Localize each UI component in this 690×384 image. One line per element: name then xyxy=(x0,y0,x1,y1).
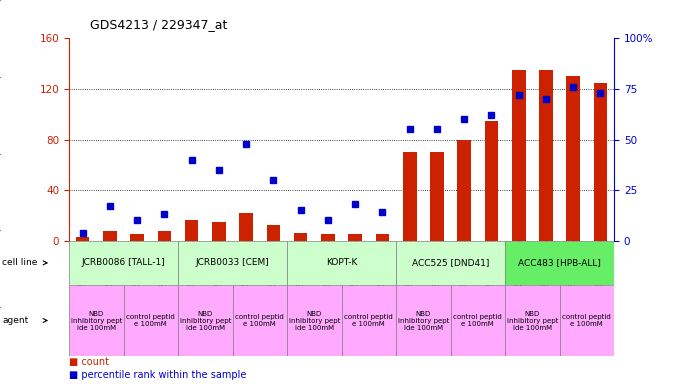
Bar xyxy=(130,234,144,241)
Text: KOPT-K: KOPT-K xyxy=(326,258,357,267)
Bar xyxy=(348,234,362,241)
Text: ■ count: ■ count xyxy=(69,357,109,367)
Bar xyxy=(375,234,389,241)
Bar xyxy=(287,241,396,285)
Bar xyxy=(69,285,124,356)
Bar xyxy=(396,241,505,285)
Bar xyxy=(239,213,253,241)
Text: JCRB0033 [CEM]: JCRB0033 [CEM] xyxy=(196,258,269,267)
Bar xyxy=(178,285,233,356)
Bar xyxy=(233,285,287,356)
Bar xyxy=(505,285,560,356)
Text: control peptid
e 100mM: control peptid e 100mM xyxy=(562,314,611,327)
Bar xyxy=(342,285,396,356)
Text: ACC525 [DND41]: ACC525 [DND41] xyxy=(412,258,489,267)
Bar xyxy=(69,241,178,285)
Bar xyxy=(178,241,287,285)
Text: agent: agent xyxy=(2,316,28,325)
Text: NBD
inhibitory pept
ide 100mM: NBD inhibitory pept ide 100mM xyxy=(506,311,558,331)
Text: cell line: cell line xyxy=(2,258,37,267)
Bar xyxy=(539,70,553,241)
Text: control peptid
e 100mM: control peptid e 100mM xyxy=(344,314,393,327)
Bar xyxy=(294,233,308,241)
Text: ACC483 [HPB-ALL]: ACC483 [HPB-ALL] xyxy=(518,258,601,267)
Text: ■ percentile rank within the sample: ■ percentile rank within the sample xyxy=(69,370,246,380)
Text: control peptid
e 100mM: control peptid e 100mM xyxy=(453,314,502,327)
Text: NBD
inhibitory pept
ide 100mM: NBD inhibitory pept ide 100mM xyxy=(70,311,122,331)
Bar xyxy=(457,139,471,241)
Text: NBD
inhibitory pept
ide 100mM: NBD inhibitory pept ide 100mM xyxy=(179,311,231,331)
Bar xyxy=(512,70,526,241)
Bar xyxy=(103,230,117,241)
Bar xyxy=(560,285,614,356)
Text: control peptid
e 100mM: control peptid e 100mM xyxy=(126,314,175,327)
Bar xyxy=(287,285,342,356)
Bar xyxy=(266,225,280,241)
Bar xyxy=(505,241,614,285)
Bar xyxy=(124,285,178,356)
Bar xyxy=(185,220,199,241)
Bar xyxy=(566,76,580,241)
Text: NBD
inhibitory pept
ide 100mM: NBD inhibitory pept ide 100mM xyxy=(288,311,340,331)
Bar xyxy=(76,237,90,241)
Text: NBD
inhibitory pept
ide 100mM: NBD inhibitory pept ide 100mM xyxy=(397,311,449,331)
Bar xyxy=(430,152,444,241)
Bar xyxy=(157,230,171,241)
Bar xyxy=(403,152,417,241)
Bar xyxy=(451,285,505,356)
Bar xyxy=(321,234,335,241)
Bar xyxy=(484,121,498,241)
Bar xyxy=(396,285,451,356)
Text: JCRB0086 [TALL-1]: JCRB0086 [TALL-1] xyxy=(81,258,166,267)
Text: control peptid
e 100mM: control peptid e 100mM xyxy=(235,314,284,327)
Bar xyxy=(593,83,607,241)
Text: GDS4213 / 229347_at: GDS4213 / 229347_at xyxy=(90,18,227,31)
Bar xyxy=(212,222,226,241)
